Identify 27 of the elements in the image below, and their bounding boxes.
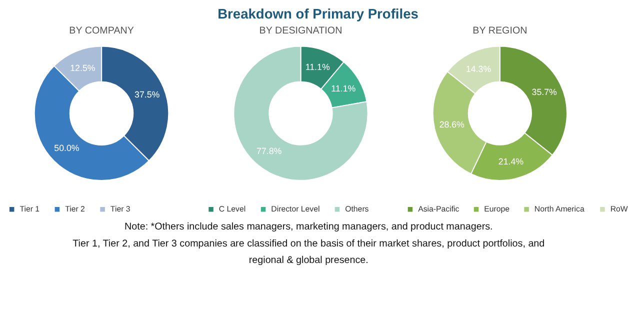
chart-title: BY DESIGNATION [259, 25, 342, 36]
text: Tier 1, Tier 2, and Tier 3 companies are classified on the basis of their market shares, product portfolios, and regional & global presence. [72, 238, 545, 266]
data-label: 37.5% [134, 89, 160, 100]
text: Breakdown of Primary Profiles [218, 6, 419, 22]
data-label: 50.0% [54, 143, 80, 154]
legend-label: Europe [484, 204, 510, 214]
data-label: 11.1% [331, 84, 356, 94]
data-label: 77.8% [256, 146, 282, 156]
legend-label: C Level [218, 204, 246, 214]
data-label: 28.6% [439, 119, 465, 130]
legend-label: Tier 3 [110, 204, 131, 214]
data-label: 21.4% [498, 156, 524, 166]
legend-label: RoW [610, 204, 628, 214]
legend-label: North America [534, 204, 585, 214]
legend-label: Others [345, 204, 369, 214]
legend-label: Tier 2 [65, 204, 85, 214]
legend-label: Tier 1 [20, 204, 40, 214]
donut-slice [233, 46, 368, 181]
data-label: 12.5% [70, 62, 96, 73]
data-label: 14.3% [466, 64, 492, 74]
legend-label: Director Level [271, 204, 320, 214]
text: Note: *Others include sales managers, marketing managers, and product managers. [124, 222, 493, 233]
data-label: 35.7% [532, 86, 558, 97]
legend-label: Asia-Pacific [418, 204, 460, 214]
chart-title: BY REGION [472, 25, 528, 36]
data-label: 11.1% [305, 62, 330, 72]
chart-title: BY COMPANY [69, 25, 134, 36]
